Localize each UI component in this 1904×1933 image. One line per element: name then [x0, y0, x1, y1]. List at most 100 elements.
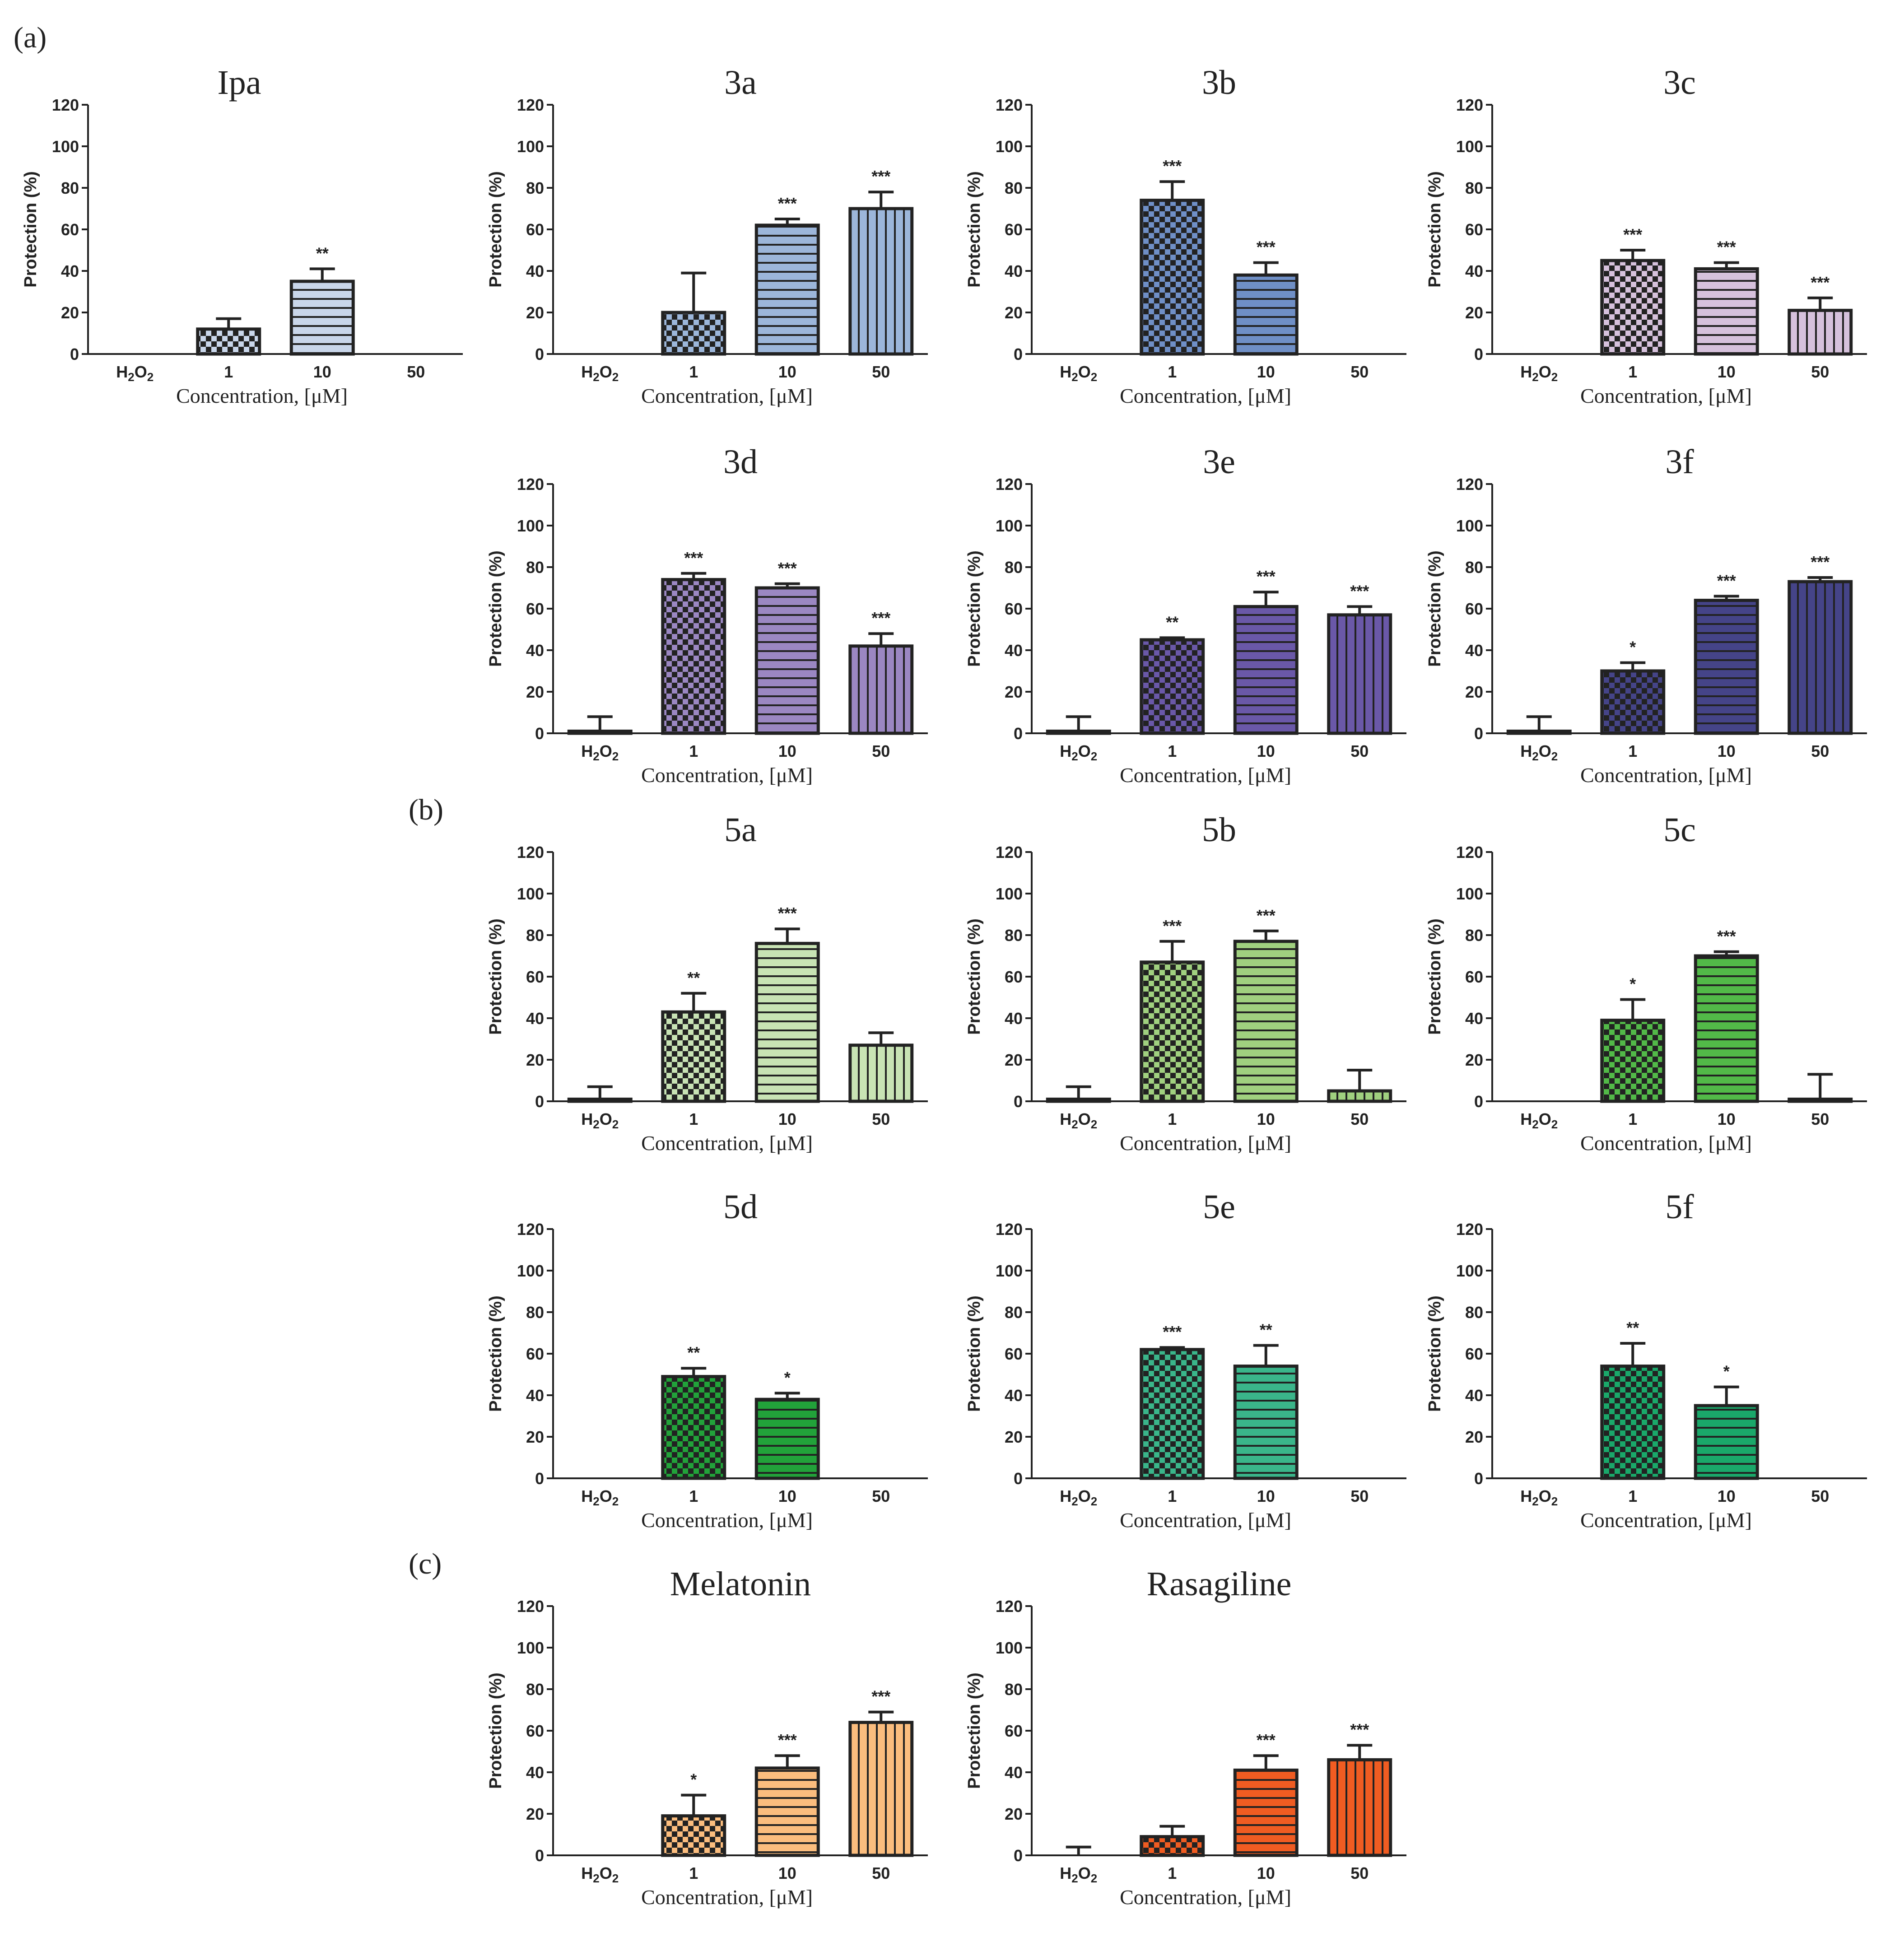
chart-3c: 3c 0 20 40 60 80 100 120 Protection (%) H2O2 *** 1 *…	[1425, 64, 1867, 407]
x-tick-label: 10	[1257, 742, 1275, 760]
significance-mark: ***	[1257, 906, 1276, 925]
x-tick-label: 50	[1350, 1110, 1369, 1128]
x-tick-label: H2O2	[581, 1864, 619, 1885]
y-tick-label: 40	[1465, 1009, 1483, 1028]
x-tick-label: 1	[689, 363, 698, 381]
significance-mark: ***	[778, 194, 797, 213]
significance-mark: *	[1629, 975, 1636, 993]
y-tick-label: 120	[1456, 96, 1483, 114]
bar-10	[754, 1397, 820, 1480]
x-tick-label: 50	[872, 1487, 890, 1505]
y-tick-label: 0	[535, 1846, 544, 1865]
y-tick-label: 40	[526, 1009, 544, 1028]
significance-mark: ***	[871, 609, 890, 627]
x-tick-label: 50	[1350, 1864, 1369, 1882]
x-tick-label: 10	[778, 1110, 796, 1128]
y-tick-label: 60	[526, 600, 544, 618]
x-tick-label: H2O2	[1520, 1110, 1558, 1131]
y-tick-label: 100	[517, 1262, 544, 1280]
chart-title: Ipa	[217, 64, 261, 102]
bar-50	[848, 1043, 914, 1103]
x-axis-label: Concentration, [μM]	[641, 1509, 813, 1532]
x-tick-label: 1	[1168, 1110, 1177, 1128]
bar-10	[289, 279, 355, 356]
bar-1	[1140, 638, 1205, 735]
x-tick-label: H2O2	[1060, 1864, 1097, 1885]
y-tick-label: 120	[996, 475, 1023, 494]
y-tick-label: 120	[517, 843, 544, 862]
y-tick-label: 20	[526, 1805, 544, 1823]
y-tick-label: 80	[1005, 1680, 1023, 1699]
y-axis-label: Protection (%)	[486, 550, 505, 667]
significance-mark: **	[1260, 1321, 1272, 1339]
y-tick-label: 60	[1005, 1345, 1023, 1363]
y-tick-label: 60	[1465, 220, 1483, 239]
y-tick-label: 20	[1465, 1428, 1483, 1446]
y-tick-label: 60	[61, 220, 79, 239]
bar-10	[754, 941, 820, 1103]
y-tick-label: 40	[1005, 1009, 1023, 1028]
chart-title: 5f	[1665, 1188, 1694, 1226]
y-axis-label: Protection (%)	[965, 1672, 984, 1789]
y-tick-label: 120	[517, 475, 544, 494]
significance-mark: **	[1166, 613, 1178, 631]
y-tick-label: 120	[517, 1597, 544, 1616]
bar-50	[1788, 308, 1853, 356]
y-tick-label: 60	[1005, 968, 1023, 986]
bar-H2O2	[567, 1097, 633, 1103]
y-tick-label: 40	[1465, 262, 1483, 280]
x-tick-label: 1	[1628, 363, 1637, 381]
y-tick-label: 20	[1465, 303, 1483, 322]
x-tick-label: 50	[1811, 363, 1829, 381]
y-tick-label: 120	[1456, 1220, 1483, 1239]
chart-title: 5d	[723, 1188, 758, 1226]
y-tick-label: 40	[61, 262, 79, 280]
x-tick-label: H2O2	[1060, 1110, 1097, 1131]
x-tick-label: 50	[1350, 363, 1369, 381]
x-tick-label: 1	[1628, 1487, 1637, 1505]
y-tick-label: 0	[535, 345, 544, 363]
y-tick-label: 20	[1465, 683, 1483, 701]
y-tick-label: 0	[535, 1092, 544, 1111]
y-tick-label: 60	[1005, 600, 1023, 618]
bar-1	[1140, 960, 1205, 1103]
x-tick-label: H2O2	[581, 1487, 619, 1508]
bar-50	[1327, 1758, 1392, 1857]
x-axis-label: Concentration, [μM]	[1120, 1509, 1291, 1532]
significance-mark: *	[1629, 638, 1636, 657]
y-tick-label: 80	[1005, 926, 1023, 945]
significance-mark: ***	[1350, 1720, 1369, 1739]
panel-label-a: (a)	[14, 21, 47, 54]
y-tick-label: 0	[70, 345, 79, 363]
y-tick-label: 40	[1465, 1386, 1483, 1405]
chart-5a: 5a 0 20 40 60 80 100 120 Protection (%) H2O2 ** 1 **…	[486, 811, 928, 1155]
x-tick-label: 50	[1811, 1110, 1829, 1128]
x-tick-label: 50	[1811, 742, 1829, 760]
y-tick-label: 80	[1005, 558, 1023, 577]
x-tick-label: 1	[1168, 742, 1177, 760]
bar-50	[848, 207, 914, 356]
y-tick-label: 20	[526, 683, 544, 701]
y-tick-label: 100	[517, 885, 544, 903]
chart-3d: 3d 0 20 40 60 80 100 120 Protection (%) H2O2 *** 1 *…	[486, 443, 928, 787]
bar-H2O2	[567, 729, 633, 735]
y-tick-label: 120	[996, 1220, 1023, 1239]
x-axis-label: Concentration, [μM]	[1120, 764, 1291, 787]
y-tick-label: 100	[517, 1639, 544, 1657]
x-axis-label: Concentration, [μM]	[176, 384, 348, 407]
y-tick-label: 40	[526, 262, 544, 280]
chart-title: Rasagiline	[1147, 1565, 1292, 1603]
y-tick-label: 80	[1465, 558, 1483, 577]
x-axis-label: Concentration, [μM]	[1580, 384, 1752, 407]
y-tick-label: 120	[996, 96, 1023, 114]
significance-mark: ***	[778, 904, 797, 922]
x-tick-label: 50	[407, 363, 425, 381]
bar-H2O2	[1046, 1097, 1111, 1103]
y-tick-label: 120	[1456, 843, 1483, 862]
x-tick-label: 1	[224, 363, 233, 381]
y-tick-label: 80	[526, 1680, 544, 1699]
y-tick-label: 40	[526, 1763, 544, 1782]
y-tick-label: 100	[517, 517, 544, 535]
bar-10	[1694, 1404, 1759, 1480]
y-axis-label: Protection (%)	[486, 918, 505, 1035]
